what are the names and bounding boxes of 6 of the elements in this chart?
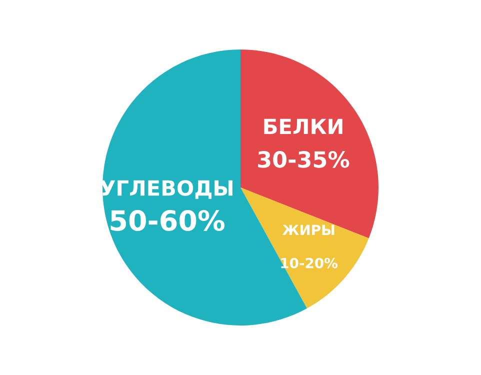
text: 30-35% [258,151,350,168]
slice-label: ЖИРЫ [282,224,334,236]
text: 50-60% [110,210,224,231]
slice-label: БЕЛКИ [264,118,342,134]
text: 10-20% [281,258,338,268]
slice-label: УГЛЕВОДЫ [100,180,232,199]
